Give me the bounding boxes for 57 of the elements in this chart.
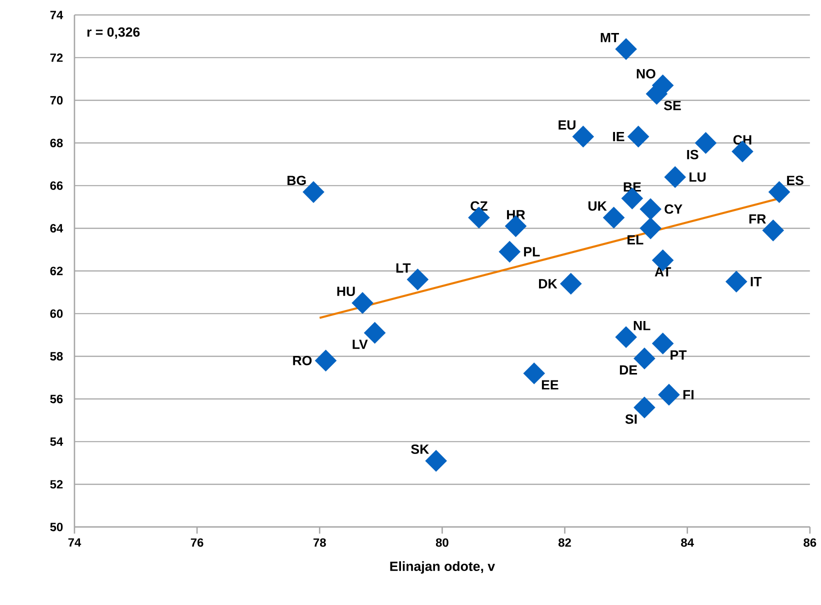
annotation: FI [683,390,694,400]
annotation: PL [524,246,540,256]
annotation: HU [337,286,355,296]
annotation: LU [690,172,706,182]
x-tick-label: 80 [436,538,448,547]
annotation: IS [687,150,698,160]
annotation: DE [620,365,638,374]
annotation: LT [396,263,411,272]
point [640,198,662,220]
annotation: MT [600,32,620,42]
annotation: PT [670,350,687,360]
annotation: EU [558,120,576,130]
y-tick-label: 74 [50,10,64,19]
point [314,350,337,372]
annotation: IE [613,132,624,141]
annotation: RO [293,356,312,366]
annotation: FR [749,214,766,224]
annotation: EE [542,380,558,390]
annotation: BG [288,175,306,185]
y-tick-label: 56 [50,394,63,403]
point [664,166,686,188]
annotation: NL [634,320,650,330]
y-tick-label: 72 [50,53,63,62]
y-tick-label: 52 [50,480,63,488]
point [726,270,748,292]
y-tick-label: 64 [50,224,64,232]
y-tick-label: 62 [50,266,63,275]
annotation: DK [539,278,558,288]
annotation: CY [664,204,682,214]
x-tick-label: 86 [804,538,816,547]
annotation: LV [352,340,368,349]
x-tick-label: 84 [681,538,694,547]
y-tick-label: 50 [50,522,63,531]
x-tick-label: 74 [68,538,82,546]
annotation: r = 0,326 [87,27,140,38]
annotation: NO [636,68,656,78]
point [628,126,650,148]
point [498,240,520,262]
x-tick-label: 76 [190,538,204,547]
annotation: UK [588,201,607,210]
y-tick-label: 54 [50,437,64,446]
point [560,272,582,294]
annotation: EL [628,234,644,244]
x-axis-title: Elinajan odote, v [390,561,495,574]
y-tick-label: 70 [50,96,63,104]
y-tick-label: 58 [50,352,63,360]
annotation: ES [787,175,804,185]
x-tick-label: 82 [558,538,571,547]
annotation: SI [625,414,637,424]
y-tick-label: 68 [50,138,63,147]
y-tick-label: 66 [50,181,63,190]
point [658,384,680,406]
x-tick-label: 78 [313,538,326,547]
annotation: SE [664,100,681,110]
annotation: SK [411,444,430,454]
annotation: IT [750,276,762,286]
y-tick-label: 60 [50,309,63,318]
